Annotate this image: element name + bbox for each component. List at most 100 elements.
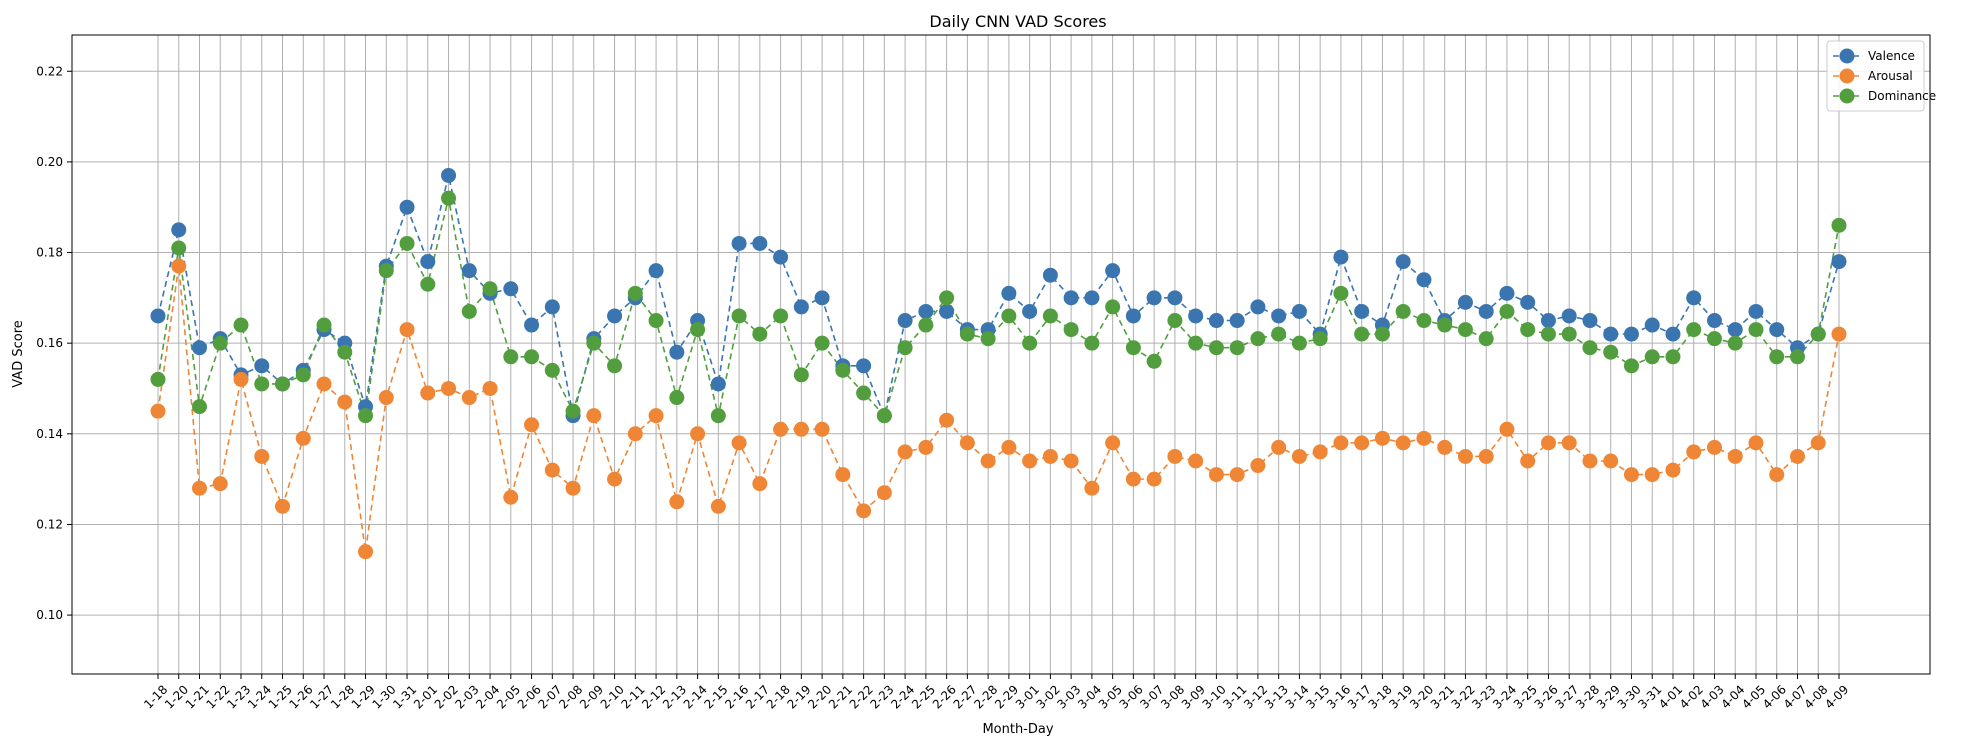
- point-valence: [897, 313, 913, 329]
- point-dominance: [1457, 322, 1473, 338]
- point-arousal: [1706, 439, 1722, 455]
- point-arousal: [1395, 435, 1411, 451]
- legend-label-dominance: Dominance: [1868, 89, 1936, 103]
- y-axis-ticks: 0.10 0.12 0.14 0.16 0.18 0.20 0.22: [36, 64, 72, 622]
- point-valence: [1229, 313, 1245, 329]
- point-arousal: [1665, 462, 1681, 478]
- point-arousal: [1810, 435, 1826, 451]
- point-arousal: [1416, 430, 1432, 446]
- point-valence: [441, 167, 457, 183]
- point-valence: [1395, 254, 1411, 270]
- point-arousal: [918, 439, 934, 455]
- point-dominance: [503, 349, 519, 365]
- point-dominance: [565, 403, 581, 419]
- series-group: [150, 167, 1847, 560]
- point-arousal: [295, 430, 311, 446]
- point-arousal: [1374, 430, 1390, 446]
- y-tick-label: 0.14: [36, 427, 63, 441]
- point-dominance: [399, 235, 415, 251]
- legend-marker-arousal: [1839, 68, 1855, 84]
- point-valence: [607, 308, 623, 324]
- point-arousal: [1084, 480, 1100, 496]
- point-valence: [731, 235, 747, 251]
- point-valence: [856, 358, 872, 374]
- point-valence: [1167, 290, 1183, 306]
- point-arousal: [1478, 448, 1494, 464]
- point-valence: [1001, 285, 1017, 301]
- point-arousal: [1167, 448, 1183, 464]
- point-valence: [1748, 303, 1764, 319]
- y-tick-label: 0.12: [36, 517, 63, 531]
- point-dominance: [876, 408, 892, 424]
- point-valence: [1582, 313, 1598, 329]
- point-arousal: [337, 394, 353, 410]
- point-valence: [1208, 313, 1224, 329]
- point-dominance: [1374, 326, 1390, 342]
- point-valence: [1063, 290, 1079, 306]
- x-axis-ticks: 1-181-201-211-221-231-241-251-261-271-28…: [141, 674, 1851, 712]
- point-arousal: [1623, 467, 1639, 483]
- point-valence: [1603, 326, 1619, 342]
- point-arousal: [544, 462, 560, 478]
- point-arousal: [1437, 439, 1453, 455]
- point-arousal: [524, 417, 540, 433]
- point-dominance: [1416, 313, 1432, 329]
- point-dominance: [1789, 349, 1805, 365]
- point-valence: [1540, 313, 1556, 329]
- point-arousal: [835, 467, 851, 483]
- point-valence: [1499, 285, 1515, 301]
- point-dominance: [690, 322, 706, 338]
- point-dominance: [358, 408, 374, 424]
- point-dominance: [627, 285, 643, 301]
- point-dominance: [1603, 344, 1619, 360]
- point-dominance: [337, 344, 353, 360]
- point-arousal: [793, 421, 809, 437]
- point-valence: [710, 376, 726, 392]
- legend-label-valence: Valence: [1868, 49, 1915, 63]
- y-axis-label: VAD Score: [11, 320, 26, 388]
- series-line-dominance: [157, 197, 1840, 418]
- point-arousal: [1291, 448, 1307, 464]
- point-arousal: [980, 453, 996, 469]
- point-arousal: [233, 371, 249, 387]
- point-dominance: [814, 335, 830, 351]
- point-valence: [461, 263, 477, 279]
- point-arousal: [1603, 453, 1619, 469]
- point-arousal: [1312, 444, 1328, 460]
- point-dominance: [1582, 340, 1598, 356]
- point-valence: [1644, 317, 1660, 333]
- point-arousal: [752, 476, 768, 492]
- point-valence: [1146, 290, 1162, 306]
- point-dominance: [378, 263, 394, 279]
- point-dominance: [586, 335, 602, 351]
- x-axis-label: Month-Day: [982, 722, 1053, 737]
- point-dominance: [254, 376, 270, 392]
- point-arousal: [939, 412, 955, 428]
- point-arousal: [959, 435, 975, 451]
- point-dominance: [482, 281, 498, 297]
- point-dominance: [150, 371, 166, 387]
- point-dominance: [752, 326, 768, 342]
- point-arousal: [814, 421, 830, 437]
- point-dominance: [1229, 340, 1245, 356]
- point-arousal: [1789, 448, 1805, 464]
- point-valence: [1105, 263, 1121, 279]
- legend-marker-dominance: [1839, 88, 1855, 104]
- point-valence: [1831, 254, 1847, 270]
- point-dominance: [1042, 308, 1058, 324]
- point-dominance: [856, 385, 872, 401]
- point-valence: [1706, 313, 1722, 329]
- point-valence: [1416, 272, 1432, 288]
- point-valence: [814, 290, 830, 306]
- point-dominance: [1623, 358, 1639, 374]
- point-dominance: [710, 408, 726, 424]
- point-valence: [1022, 303, 1038, 319]
- point-valence: [669, 344, 685, 360]
- point-valence: [648, 263, 664, 279]
- series-line-arousal: [157, 266, 1840, 552]
- point-dominance: [1644, 349, 1660, 365]
- y-tick-label: 0.20: [36, 155, 63, 169]
- point-dominance: [835, 362, 851, 378]
- y-tick-label: 0.10: [36, 608, 63, 622]
